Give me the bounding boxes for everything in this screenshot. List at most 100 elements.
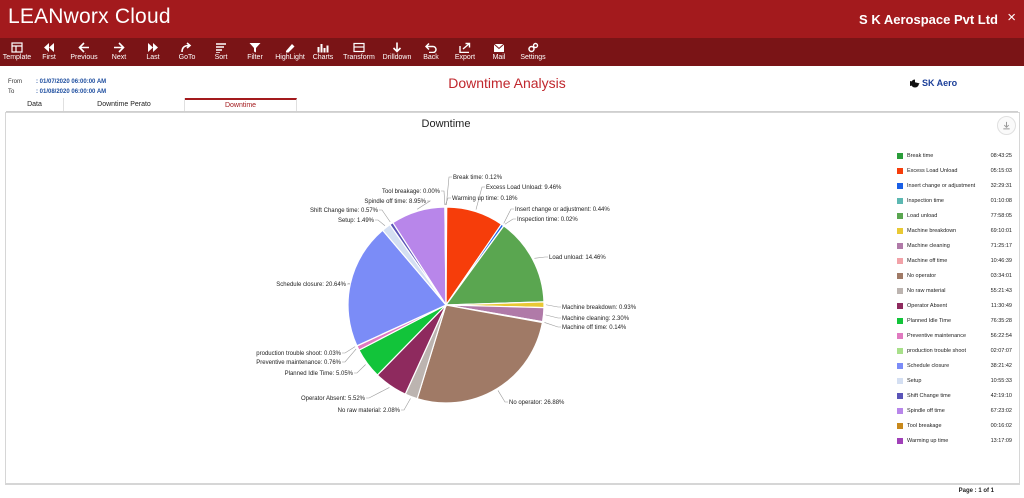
legend-item[interactable]: Inspection time 01:10:08 [897, 193, 1012, 208]
export-icon [458, 41, 472, 53]
legend-name: Warming up time [907, 437, 949, 444]
legend-swatch [897, 152, 903, 159]
tab-data[interactable]: Data [6, 98, 64, 111]
app-title: LEANworx Cloud [8, 5, 171, 28]
page-indicator: Page : 1 of 1 [958, 488, 994, 494]
template-icon [10, 41, 24, 53]
legend-time: 13:17:09 [990, 437, 1012, 444]
mail-button[interactable]: Mail [482, 38, 516, 66]
legend-time: 05:15:03 [990, 167, 1012, 174]
legend-item[interactable]: Spindle off time 67:23:02 [897, 403, 1012, 418]
highlight-icon [283, 41, 297, 53]
toolbar-label: Previous [70, 54, 98, 61]
legend-time: 03:34:01 [990, 272, 1012, 279]
legend-swatch [897, 392, 903, 399]
goto-icon [180, 41, 194, 53]
tab-downtime[interactable]: Downtime [185, 98, 297, 111]
legend-item[interactable]: No operator 03:34:01 [897, 268, 1012, 283]
transform-icon [352, 41, 366, 53]
next-icon [112, 41, 126, 53]
legend-name: Load unload [907, 212, 938, 219]
next-button[interactable]: Next [102, 38, 136, 66]
export-button[interactable]: Export [448, 38, 482, 66]
close-icon[interactable]: × [1007, 9, 1016, 26]
legend-item[interactable]: Excess Load Unload 05:15:03 [897, 163, 1012, 178]
to-value: : 01/08/2020 06:00:00 AM [36, 89, 107, 95]
legend-item[interactable]: production trouble shoot 02:07:07 [897, 343, 1012, 358]
page-title: Downtime Analysis [448, 75, 566, 91]
last-icon [146, 41, 160, 53]
download-button[interactable] [997, 116, 1016, 135]
goto-button[interactable]: GoTo [170, 38, 204, 66]
legend-name: Shift Change time [907, 392, 951, 399]
legend-name: Preventive maintenance [907, 332, 967, 339]
company-name: S K Aerospace Pvt Ltd [859, 12, 998, 27]
charts-icon [316, 41, 330, 53]
toolbar-label: Transform [343, 54, 375, 61]
legend-time: 42:19:10 [990, 392, 1012, 399]
legend-item[interactable]: Load unload 77:58:05 [897, 208, 1012, 223]
legend-item[interactable]: Setup 10:55:33 [897, 373, 1012, 388]
legend-item[interactable]: Machine breakdown 69:10:01 [897, 223, 1012, 238]
highlight-button[interactable]: HighLight [272, 38, 308, 66]
previous-button[interactable]: Previous [66, 38, 102, 66]
from-value: : 01/07/2020 06:00:00 AM [36, 79, 107, 85]
chart-legend: Break time 08:43:25 Excess Load Unload 05:1… [897, 148, 1012, 448]
legend-name: Machine off time [907, 257, 948, 264]
legend-time: 77:58:05 [990, 212, 1012, 219]
legend-item[interactable]: Schedule closure 38:21:42 [897, 358, 1012, 373]
legend-item[interactable]: Planned Idle Time 76:35:28 [897, 313, 1012, 328]
legend-item[interactable]: Machine cleaning 71:25:17 [897, 238, 1012, 253]
template-button[interactable]: Template [2, 38, 32, 66]
legend-time: 56:22:54 [990, 332, 1012, 339]
legend-swatch [897, 167, 903, 174]
legend-swatch [897, 332, 903, 339]
toolbar: Template First Previous Next Last GoTo Sort Fil… [0, 38, 1024, 66]
legend-item[interactable]: Operator Absent 11:30:49 [897, 298, 1012, 313]
legend-item[interactable]: Break time 08:43:25 [897, 148, 1012, 163]
settings-button[interactable]: Settings [516, 38, 550, 66]
charts-button[interactable]: Charts [308, 38, 338, 66]
legend-name: Insert change or adjustment [907, 182, 976, 189]
legend-swatch [897, 377, 903, 384]
tab-bar: Data Downtime Perato Downtime [6, 98, 1018, 112]
legend-item[interactable]: Tool breakage 00:16:02 [897, 418, 1012, 433]
toolbar-label: Export [454, 54, 476, 61]
tab-downtime-perato[interactable]: Downtime Perato [64, 98, 185, 111]
drilldown-icon [390, 41, 404, 53]
toolbar-label: Mail [492, 54, 506, 61]
legend-time: 11:30:49 [990, 302, 1012, 309]
title-bar: LEANworx Cloud S K Aerospace Pvt Ltd × [0, 0, 1024, 38]
legend-time: 67:23:02 [990, 407, 1012, 414]
legend-swatch [897, 257, 903, 264]
legend-time: 32:29:31 [990, 182, 1012, 189]
legend-item[interactable]: Preventive maintenance 56:22:54 [897, 328, 1012, 343]
legend-swatch [897, 302, 903, 309]
legend-item[interactable]: No raw material 55:21:43 [897, 283, 1012, 298]
legend-item[interactable]: Shift Change time 42:19:10 [897, 388, 1012, 403]
drilldown-button[interactable]: Drilldown [380, 38, 414, 66]
filter-button[interactable]: Filter [238, 38, 272, 66]
legend-time: 38:21:42 [990, 362, 1012, 369]
toolbar-label: GoTo [178, 54, 196, 61]
legend-item[interactable]: Warming up time 13:17:09 [897, 433, 1012, 448]
legend-item[interactable]: Insert change or adjustment 32:29:31 [897, 178, 1012, 193]
last-button[interactable]: Last [136, 38, 170, 66]
from-label: From [8, 79, 22, 85]
settings-icon [526, 41, 540, 53]
legend-name: Break time [907, 152, 934, 159]
back-button[interactable]: Back [414, 38, 448, 66]
legend-name: Machine breakdown [907, 227, 957, 234]
legend-time: 55:21:43 [990, 287, 1012, 294]
toolbar-label: Back [423, 54, 439, 61]
legend-item[interactable]: Machine off time 10:46:39 [897, 253, 1012, 268]
first-button[interactable]: First [32, 38, 66, 66]
first-icon [42, 41, 56, 53]
legend-name: Inspection time [907, 197, 944, 204]
legend-swatch [897, 287, 903, 294]
transform-button[interactable]: Transform [338, 38, 380, 66]
sort-button[interactable]: Sort [204, 38, 238, 66]
legend-name: Spindle off time [907, 407, 945, 414]
previous-icon [77, 41, 91, 53]
legend-swatch [897, 347, 903, 354]
